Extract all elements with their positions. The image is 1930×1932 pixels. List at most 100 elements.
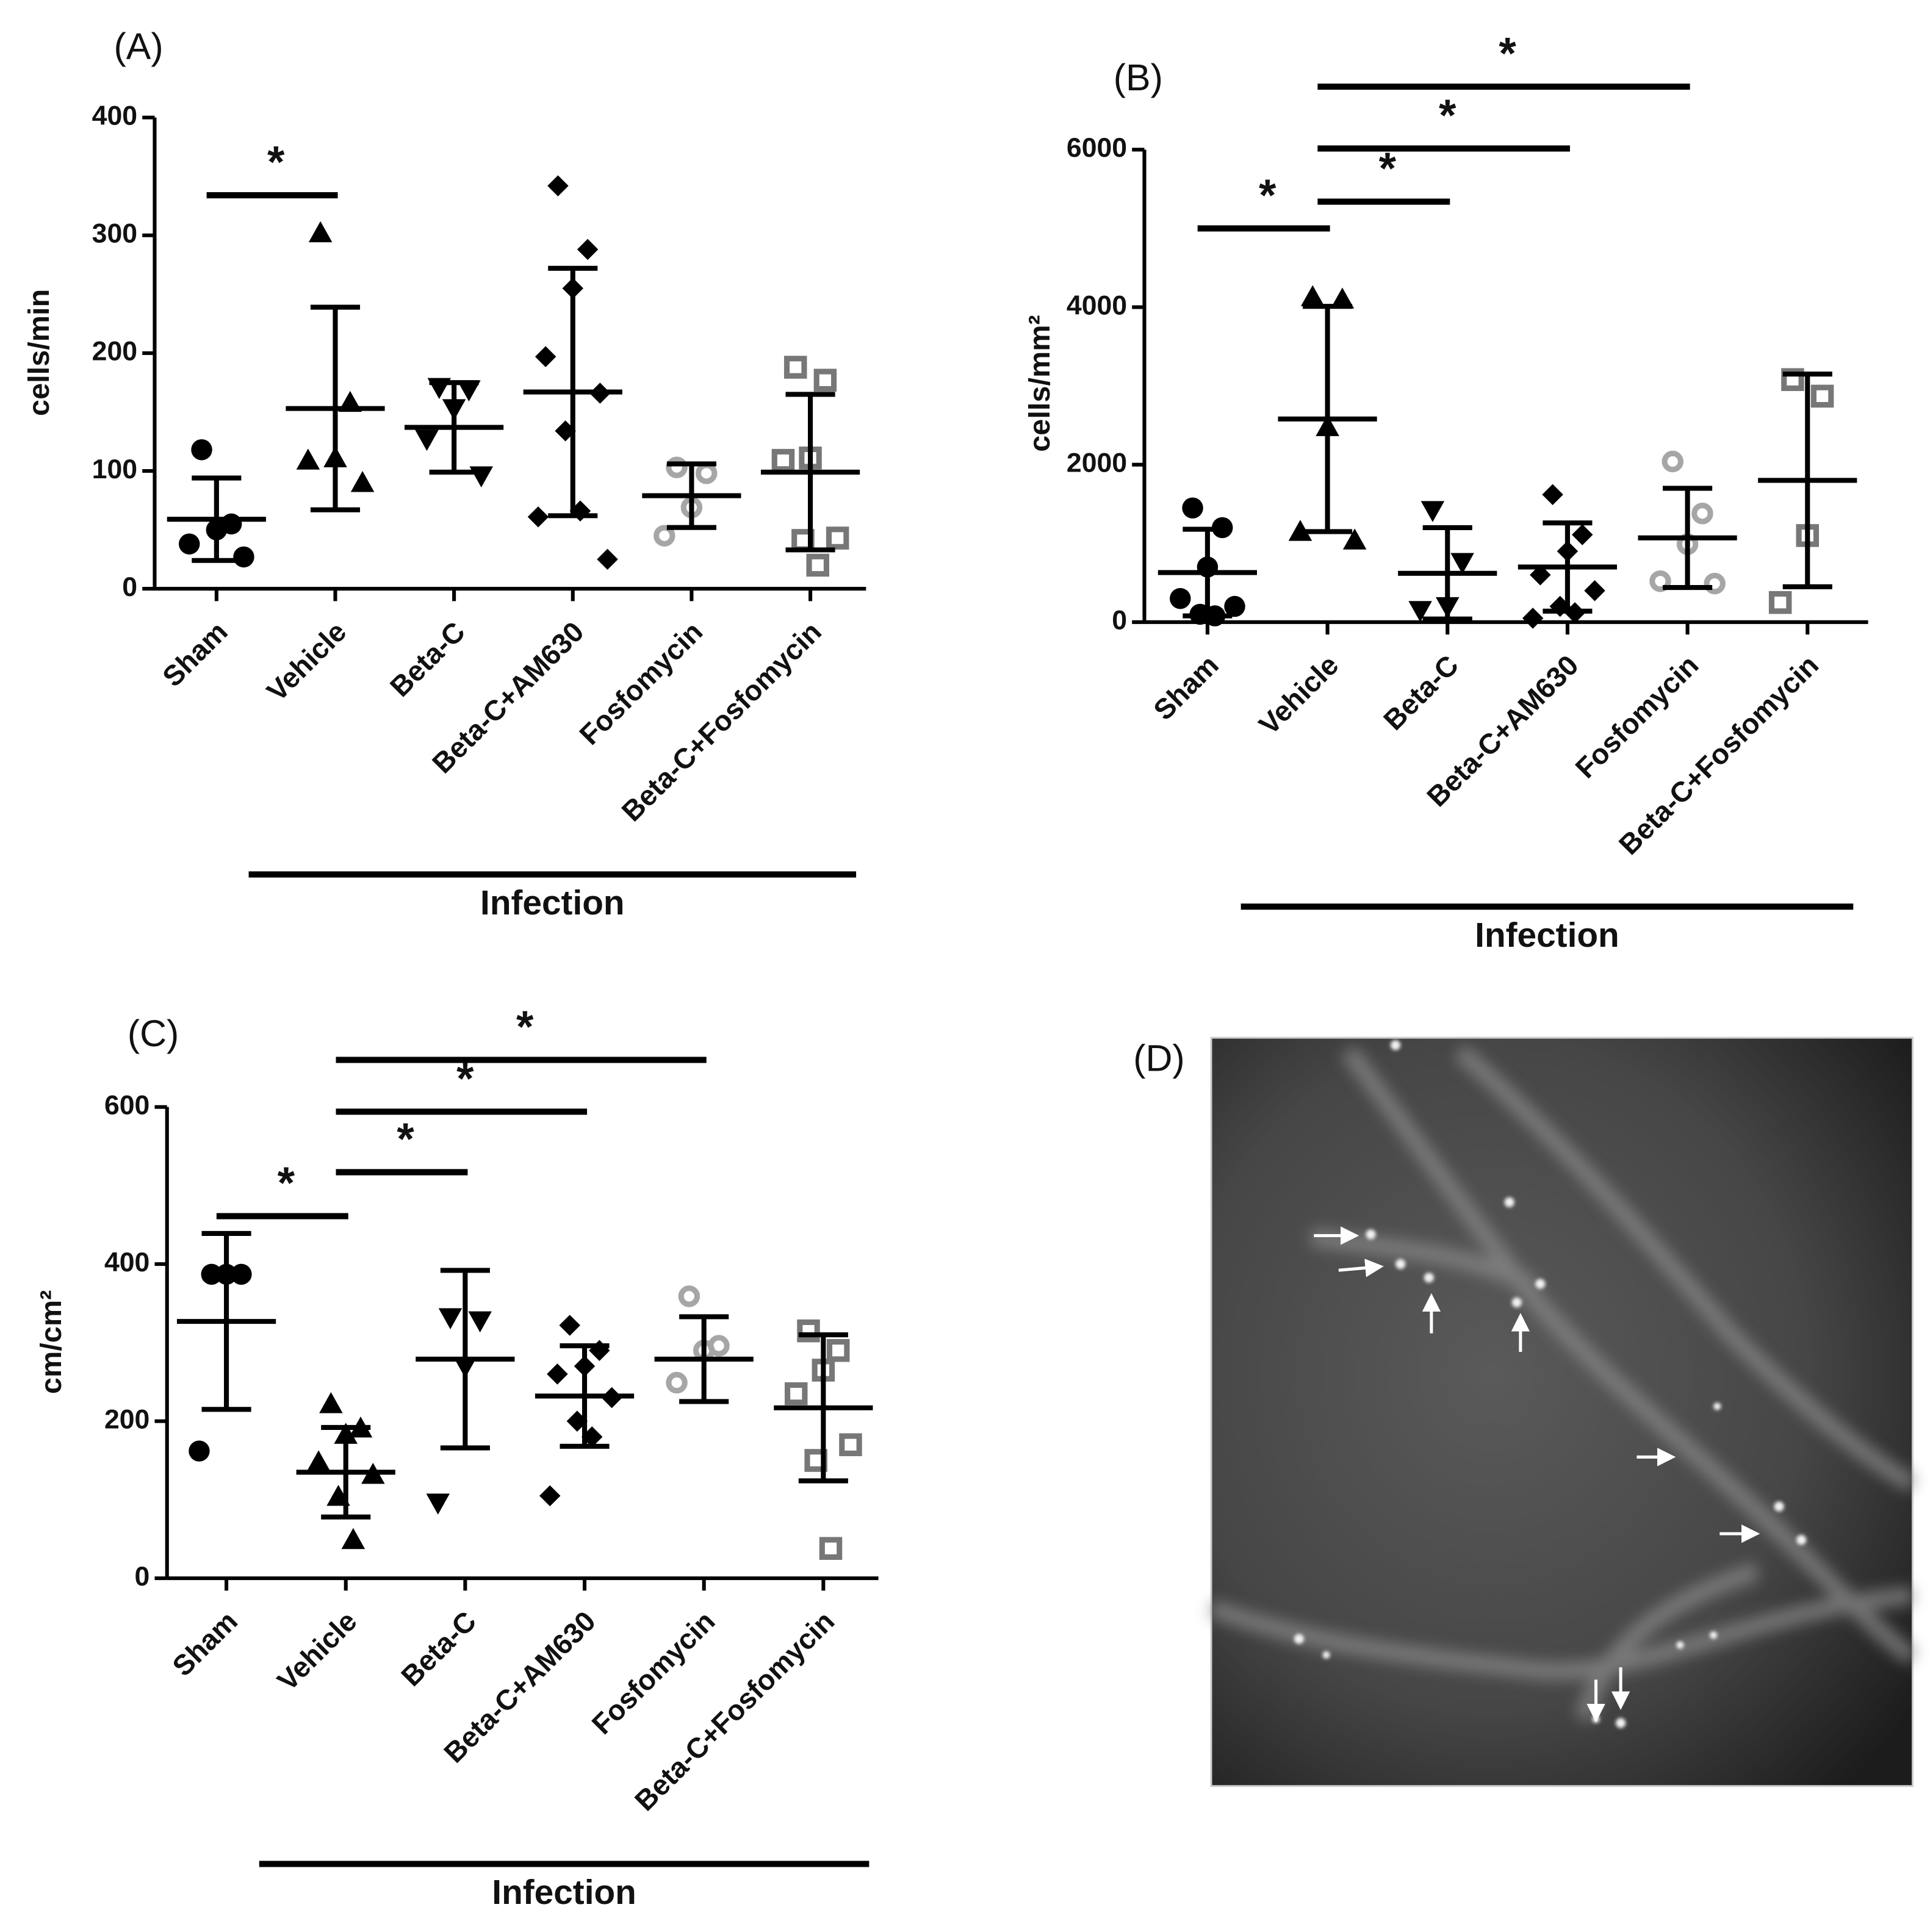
- group: [527, 175, 618, 570]
- point: [826, 526, 849, 550]
- micrograph-background: [1210, 1036, 1914, 1787]
- point: [539, 1485, 561, 1507]
- x-tick-label: Vehicle: [1253, 649, 1344, 741]
- point: [231, 1263, 252, 1285]
- point: [1330, 287, 1355, 309]
- point: [468, 1311, 492, 1333]
- micrograph: [1208, 1036, 1918, 1787]
- point: [457, 380, 481, 401]
- x-tick-label: Sham: [1147, 649, 1225, 727]
- point: [1522, 608, 1544, 629]
- group: [189, 1263, 252, 1462]
- group: [1522, 484, 1605, 629]
- point: [812, 1359, 835, 1382]
- point: [1572, 524, 1593, 545]
- y-tick-label: 6000: [1067, 133, 1127, 163]
- point: [1342, 528, 1367, 550]
- point: [547, 1363, 568, 1385]
- y-tick-label: 600: [104, 1090, 149, 1120]
- point: [654, 525, 675, 547]
- point: [1288, 520, 1312, 541]
- significance-label: *: [1499, 29, 1516, 79]
- point: [1420, 501, 1445, 522]
- significance-label: *: [1439, 91, 1457, 140]
- y-axis-label: cells/min: [23, 289, 56, 416]
- panel-label: (C): [128, 1013, 179, 1054]
- y-tick-label: 0: [135, 1562, 150, 1592]
- point: [469, 466, 493, 487]
- y-axis-label: cells/mm²: [1023, 315, 1056, 451]
- group-label: Infection: [480, 884, 625, 922]
- y-tick-label: 100: [92, 454, 137, 484]
- point: [319, 1392, 343, 1413]
- point: [1781, 368, 1804, 392]
- arrows: [1314, 1226, 1760, 1723]
- x-tick-label: Beta-C: [1377, 649, 1464, 736]
- point: [1224, 595, 1245, 617]
- significance-label: *: [397, 1115, 414, 1164]
- point: [1542, 484, 1563, 505]
- y-tick-label: 0: [122, 572, 137, 602]
- group: [654, 456, 718, 547]
- y-tick-label: 200: [92, 337, 137, 367]
- point: [1810, 384, 1834, 408]
- group: [179, 439, 254, 568]
- point: [233, 546, 254, 568]
- significance-label: *: [1379, 144, 1397, 193]
- point: [1662, 450, 1683, 473]
- point: [678, 1285, 700, 1307]
- cells: [1294, 1040, 1807, 1728]
- panel-label: (D): [1133, 1038, 1184, 1079]
- point: [201, 1263, 222, 1285]
- group: [1768, 368, 1834, 614]
- x-tick-label: Beta-C: [395, 1605, 482, 1692]
- point: [589, 1340, 610, 1361]
- point: [783, 356, 807, 379]
- x-tick-label: Beta-C: [384, 616, 471, 703]
- x-tick-label: Fosfomycin: [1569, 649, 1705, 785]
- point: [1796, 524, 1820, 547]
- x-tick-label: Sham: [156, 616, 234, 693]
- x-tick-label: Vehicle: [271, 1605, 362, 1697]
- point: [1691, 502, 1713, 525]
- group-label: Infection: [492, 1873, 636, 1912]
- point: [1300, 285, 1325, 306]
- point: [308, 221, 333, 243]
- point: [296, 448, 320, 470]
- x-tick-label: Beta-C+Fosfomycin: [1613, 649, 1824, 861]
- point: [819, 1537, 843, 1560]
- point: [535, 346, 556, 367]
- group-label: Infection: [1475, 916, 1619, 955]
- point: [1530, 564, 1551, 586]
- point: [350, 471, 375, 492]
- point: [341, 1528, 365, 1550]
- point: [527, 506, 549, 528]
- y-tick-label: 300: [92, 219, 137, 249]
- point: [1704, 572, 1726, 595]
- group: [426, 1308, 492, 1515]
- point: [1170, 587, 1191, 609]
- y-tick-label: 400: [92, 101, 137, 131]
- y-tick-label: 4000: [1067, 290, 1127, 320]
- point: [438, 1308, 463, 1329]
- point: [426, 1493, 450, 1515]
- point: [597, 548, 618, 570]
- significance-label: *: [278, 1158, 295, 1208]
- y-tick-label: 200: [104, 1404, 149, 1434]
- panel-label: (B): [1114, 57, 1163, 98]
- group: [1408, 501, 1474, 622]
- x-tick-label: Beta-C+Fosfomycin: [628, 1605, 840, 1817]
- point: [189, 1440, 210, 1462]
- point: [559, 1315, 580, 1336]
- significance-label: *: [516, 1002, 534, 1052]
- point: [1182, 497, 1203, 519]
- group: [666, 1285, 730, 1394]
- significance-label: *: [267, 138, 285, 187]
- point: [799, 446, 822, 470]
- point: [839, 1433, 862, 1457]
- point: [306, 1450, 331, 1471]
- point: [666, 456, 688, 478]
- x-tick-label: Fosfomycin: [586, 1605, 721, 1740]
- point: [666, 1371, 688, 1394]
